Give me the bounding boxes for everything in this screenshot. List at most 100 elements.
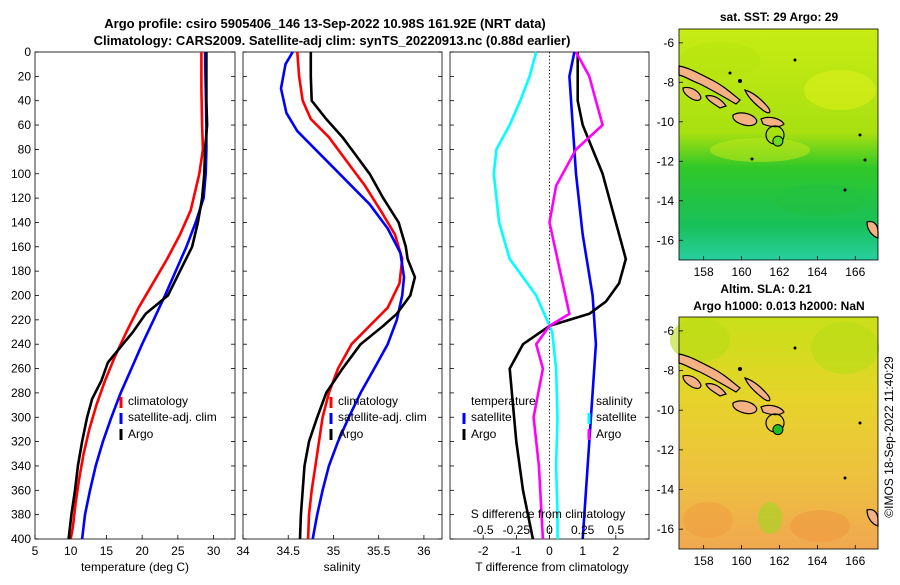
sst-map-panel: sat. SST: 29 Argo: 29: [657, 10, 879, 279]
salinity-xlabel: salinity: [324, 560, 361, 574]
depth-tick-label: 80: [18, 142, 32, 156]
temp-xtick-label: 30: [207, 544, 221, 558]
difference-xlabel: T difference from climatology: [475, 560, 629, 574]
diff-xtick-label: 1: [579, 544, 586, 558]
sal-xtick-label: 35: [327, 544, 341, 558]
temperature-legend-title: temperature: [471, 394, 536, 408]
temperature-legend-satellite: satellite-adj. clim: [128, 410, 217, 424]
temp-xtick-label: 5: [32, 544, 39, 558]
sla-map-frame: [678, 316, 879, 550]
sst-lat-tick-label: -12: [657, 154, 675, 168]
temperature-legend: climatology satellite-adj. clim Argo: [119, 394, 217, 441]
depth-tick-label: 280: [11, 386, 31, 400]
salinity-legend-argo: Argo: [338, 427, 364, 441]
depth-tick-label: 320: [11, 435, 31, 449]
sla-lat-tick-label: -6: [663, 324, 674, 338]
diff-xtick-label: -1: [511, 544, 522, 558]
sal-series-argo: [298, 52, 417, 540]
sal-xtick-label: 34.5: [277, 544, 301, 558]
sal-xtick-label: 36: [417, 544, 431, 558]
figure-title-line1: Argo profile: csiro 5905406_146 13-Sep-2…: [104, 16, 546, 31]
diff-xtick-label: -2: [478, 544, 489, 558]
sla-map-title: Altim. SLA: 0.21: [720, 282, 812, 296]
depth-tick-label: 60: [18, 118, 32, 132]
diff-series-t-satellite: [568, 51, 598, 540]
depth-tick-label: 20: [18, 69, 32, 83]
sal-xtick-label: 34: [236, 544, 250, 558]
sla-lon-tick-label: 162: [769, 554, 789, 568]
salinity-legend-satellite: satellite: [596, 410, 637, 424]
depth-tick-label: 120: [11, 191, 31, 205]
salinity-axes-box: [242, 51, 443, 540]
depth-tick-label: 140: [11, 215, 31, 229]
salinity-profile-panel: 34 34.5 35 35.5 36 salinity climatology sate…: [236, 51, 443, 574]
depth-tick-label: 160: [11, 240, 31, 254]
temperature-profile-panel: 5 10 15 20 25 30 0 20 40 60 80 100 120 140 160 180 200 2…: [11, 45, 236, 574]
sst-map-frame: [678, 28, 879, 261]
salinity-difference-legend: salinity satellite Argo: [587, 394, 637, 441]
sla-map-coastlines: [678, 346, 879, 527]
depth-tick-label: 220: [11, 313, 31, 327]
figure-title-line2: Climatology: CARS2009. Satellite-adj cli…: [94, 33, 571, 48]
temperature-legend-argo: Argo: [128, 427, 154, 441]
salinity-difference-tick-label: 0.25: [571, 523, 595, 537]
salinity-legend-argo: Argo: [596, 427, 622, 441]
sst-map-coastlines: [678, 58, 879, 239]
sla-argo-location-marker: [772, 424, 784, 436]
salinity-difference-tick-label: -0.25: [503, 523, 531, 537]
sla-lon-tick-label: 158: [694, 554, 714, 568]
depth-tick-label: 40: [18, 94, 32, 108]
salinity-legend-climatology: climatology: [338, 394, 398, 408]
depth-tick-label: 400: [11, 532, 31, 546]
sst-lon-tick-label: 162: [769, 265, 789, 279]
depth-tick-label: 360: [11, 483, 31, 497]
temp-xtick-label: 15: [100, 544, 114, 558]
sst-lat-tick-label: -6: [663, 36, 674, 50]
sst-lon-tick-label: 158: [694, 265, 714, 279]
diff-xtick-label: 2: [612, 544, 619, 558]
depth-tick-label: 0: [24, 45, 31, 59]
temperature-legend-satellite: satellite: [471, 410, 512, 424]
depth-tick-label: 380: [11, 508, 31, 522]
temperature-legend-argo: Argo: [471, 427, 497, 441]
salinity-difference-tick-label: 0.5: [607, 523, 624, 537]
depth-tick-label: 200: [11, 289, 31, 303]
temp-xtick-label: 20: [135, 544, 149, 558]
temperature-axes-box: [34, 51, 236, 540]
sst-lon-tick-label: 164: [807, 265, 827, 279]
depth-tick-label: 260: [11, 362, 31, 376]
depth-tick-label: 100: [11, 167, 31, 181]
sst-lat-tick-label: -16: [657, 233, 675, 247]
salinity-legend-title: salinity: [596, 394, 633, 408]
salinity-difference-tick-label: -0.5: [473, 523, 494, 537]
temperature-difference-legend: temperature satellite Argo: [462, 394, 536, 441]
temperature-legend-climatology: climatology: [128, 394, 188, 408]
sst-argo-location-marker: [772, 135, 784, 147]
salinity-difference-axis-label: S difference from climatology: [471, 507, 626, 521]
temp-xtick-label: 10: [64, 544, 78, 558]
temp-xtick-label: 25: [171, 544, 185, 558]
salinity-legend: climatology satellite-adj. clim Argo: [329, 394, 427, 441]
sst-lat-tick-label: -10: [657, 115, 675, 129]
sst-lat-tick-label: -14: [657, 194, 675, 208]
diff-series-s-satellite: [492, 51, 559, 539]
depth-tick-label: 300: [11, 410, 31, 424]
sst-lat-tick-label: -8: [663, 75, 674, 89]
difference-profile-panel: -2 -1 0 1 2 -0.5 -0.25 0 0.25 0.5 T difference f…: [449, 51, 650, 574]
sla-lon-tick-label: 166: [845, 554, 865, 568]
sst-lon-tick-label: 160: [732, 265, 752, 279]
sal-series-climatology: [296, 51, 404, 540]
sla-lat-tick-label: -16: [657, 522, 675, 536]
sla-lon-tick-label: 160: [732, 554, 752, 568]
sla-map-subtitle: Argo h1000: 0.013 h2000: NaN: [693, 299, 864, 313]
sal-xtick-label: 35.5: [367, 544, 391, 558]
temp-series-satellite-adj-clim: [80, 51, 208, 540]
diff-xtick-label: 0: [546, 544, 553, 558]
sst-lon-tick-label: 166: [845, 265, 865, 279]
depth-tick-label: 340: [11, 459, 31, 473]
sla-map-panel: Altim. SLA: 0.21 Argo h1000: 0.013 h2000…: [657, 282, 879, 568]
depth-tick-label: 180: [11, 264, 31, 278]
sal-series-satellite-adj-clim: [279, 51, 406, 540]
